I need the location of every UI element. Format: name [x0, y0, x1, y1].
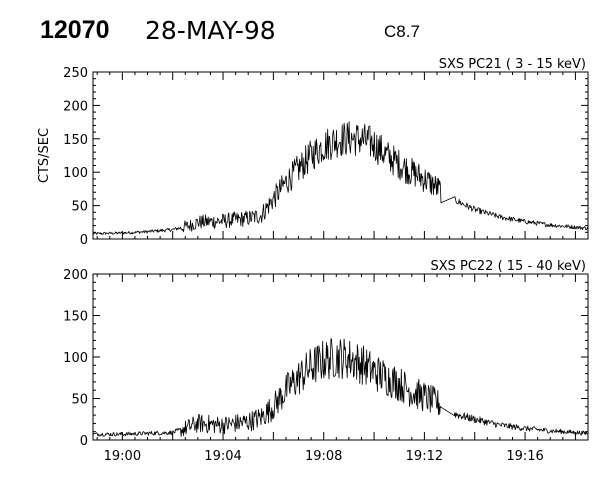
event-date: 28-MAY-98 [145, 16, 276, 45]
panel-2-xtick-label: 19:00 [104, 449, 141, 464]
panel-2-xtick-label: 19:12 [406, 449, 443, 464]
panel-2-ytick-label: 200 [63, 268, 88, 283]
panel-1-frame [92, 71, 589, 240]
panel-1-ylabel: CTS/SEC [37, 128, 52, 183]
panel-2-xtick-label: 19:04 [204, 449, 241, 464]
panel-2-ytick-label: 100 [63, 351, 88, 366]
panel-2-ytick-label: 150 [63, 310, 88, 325]
panel-2-series-line [92, 338, 588, 437]
panel-1-ytick-label: 100 [63, 166, 88, 181]
panel-1-ytick-label: 0 [80, 233, 88, 248]
panel-2-xtick-label: 19:08 [305, 449, 342, 464]
panel-1-ytick-label: 150 [63, 133, 88, 148]
flare-class: C8.7 [384, 22, 420, 41]
panel-1-title: SXS PC21 ( 3 - 15 keV) [439, 57, 586, 72]
panel-2-ytick-label: 50 [71, 393, 88, 408]
panel-1-ytick-label: 50 [71, 200, 88, 215]
panel-2-title: SXS PC22 ( 15 - 40 keV) [430, 259, 586, 274]
panel-1-series-line [92, 121, 588, 235]
panel-1-ytick-label: 200 [63, 99, 88, 114]
panel-2-xtick-label: 19:16 [506, 449, 543, 464]
panel-1-ytick-label: 250 [63, 66, 88, 81]
panel-2-frame [92, 273, 589, 441]
event-id: 12070 [40, 16, 110, 44]
panel-2-ytick-label: 0 [80, 434, 88, 449]
